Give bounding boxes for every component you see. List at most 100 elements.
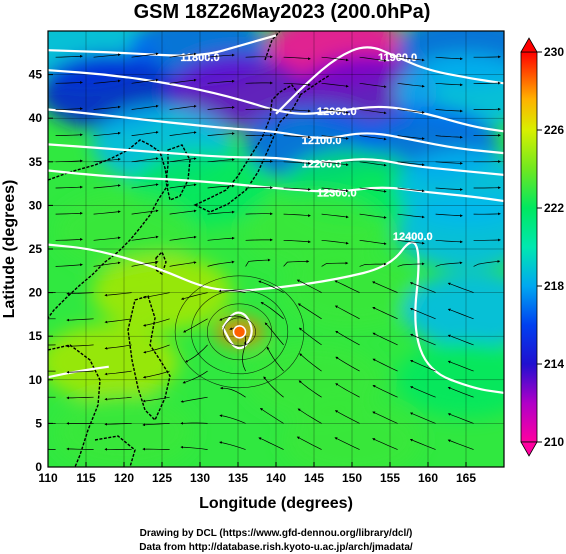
y-tick-label: 15 bbox=[29, 329, 43, 343]
wind-streamlines bbox=[48, 52, 501, 451]
contour-label: 12100.0 bbox=[302, 135, 342, 147]
streamline bbox=[218, 289, 246, 293]
streamline bbox=[296, 436, 322, 450]
cyclone-streamline bbox=[174, 275, 305, 389]
streamline bbox=[142, 292, 170, 299]
streamline bbox=[66, 370, 94, 374]
streamline bbox=[283, 109, 311, 113]
streamline bbox=[397, 213, 425, 219]
streamline bbox=[263, 376, 284, 398]
streamline bbox=[131, 78, 159, 84]
streamline bbox=[409, 412, 436, 424]
streamline bbox=[299, 353, 322, 372]
streamline bbox=[131, 130, 159, 136]
x-tick-label: 140 bbox=[266, 471, 286, 485]
streamline bbox=[93, 184, 121, 189]
streamline bbox=[372, 438, 398, 450]
streamline bbox=[207, 210, 235, 215]
contour-line bbox=[221, 311, 253, 350]
streamline bbox=[180, 292, 208, 301]
contour-label: 11800.0 bbox=[180, 52, 219, 64]
colorbar-max-triangle bbox=[520, 37, 538, 53]
streamline bbox=[207, 184, 235, 189]
streamline bbox=[435, 161, 463, 165]
x-tick-label: 120 bbox=[114, 471, 134, 485]
colorbar-tick-label: 218 bbox=[544, 279, 564, 293]
colorbar-ramp bbox=[520, 51, 538, 443]
streamline bbox=[207, 106, 235, 110]
y-tick-label: 20 bbox=[29, 286, 43, 300]
streamline bbox=[435, 261, 463, 267]
streamline bbox=[372, 358, 398, 372]
streamline bbox=[283, 135, 311, 139]
grid-lines bbox=[48, 31, 504, 467]
streamline bbox=[55, 133, 83, 137]
contour-line bbox=[48, 169, 504, 203]
streamline bbox=[397, 56, 425, 62]
streamline bbox=[297, 303, 322, 320]
streamline bbox=[321, 109, 349, 114]
temperature-field bbox=[48, 31, 504, 467]
streamline bbox=[359, 187, 387, 193]
x-axis-ticks: 110 115 120 125 130 135 140 145 150 155 160 165 bbox=[38, 462, 476, 485]
streamline bbox=[264, 322, 284, 346]
credit-data: Data from http://database.rish.kyoto-u.a… bbox=[139, 542, 413, 553]
colorbar-tick-label: 222 bbox=[544, 201, 564, 215]
x-tick-label: 155 bbox=[380, 471, 400, 485]
streamline bbox=[397, 239, 425, 245]
streamline bbox=[169, 157, 197, 163]
streamline bbox=[372, 385, 398, 398]
streamline bbox=[435, 213, 463, 218]
streamline bbox=[359, 109, 387, 115]
streamline bbox=[260, 302, 284, 320]
streamline bbox=[142, 447, 170, 451]
streamline bbox=[321, 187, 349, 193]
streamline bbox=[283, 260, 310, 267]
streamline bbox=[182, 370, 208, 384]
streamline bbox=[93, 157, 121, 163]
streamline bbox=[131, 157, 159, 163]
streamline bbox=[259, 408, 284, 424]
streamline bbox=[207, 236, 235, 241]
streamline bbox=[66, 447, 94, 451]
streamline bbox=[372, 411, 398, 424]
streamline bbox=[48, 448, 56, 450]
contour-line bbox=[275, 46, 504, 115]
cyclone-streamline bbox=[223, 317, 256, 347]
streamline bbox=[66, 396, 94, 400]
x-tick-label: 160 bbox=[418, 471, 438, 485]
streamline bbox=[104, 396, 132, 401]
streamline bbox=[409, 282, 436, 293]
streamline bbox=[359, 213, 387, 219]
streamline bbox=[435, 239, 463, 244]
streamline bbox=[335, 383, 360, 398]
streamline bbox=[66, 344, 94, 348]
y-tick-label: 10 bbox=[29, 373, 43, 387]
contour-line bbox=[48, 34, 277, 57]
streamline bbox=[131, 52, 159, 58]
contour-label: 12000.0 bbox=[317, 106, 357, 118]
streamline bbox=[409, 307, 436, 320]
streamline bbox=[104, 292, 132, 297]
contour-line bbox=[48, 241, 504, 394]
streamline bbox=[258, 280, 284, 293]
cyclone-streamline bbox=[207, 303, 273, 361]
x-tick-label: 130 bbox=[190, 471, 210, 485]
streamline bbox=[185, 344, 208, 363]
y-tick-label: 0 bbox=[35, 460, 42, 474]
streamline bbox=[283, 56, 311, 60]
streamline bbox=[207, 53, 235, 58]
streamline bbox=[359, 239, 387, 246]
streamline bbox=[359, 56, 387, 62]
streamline bbox=[321, 135, 349, 140]
streamline bbox=[397, 82, 425, 88]
streamline bbox=[143, 318, 170, 327]
colorbar-ticks: 210 214 218 222 226 230 bbox=[537, 45, 564, 449]
streamline bbox=[372, 332, 398, 346]
streamline bbox=[55, 211, 83, 215]
contour-line bbox=[48, 365, 109, 379]
streamline bbox=[245, 258, 271, 267]
streamline bbox=[372, 281, 398, 293]
streamline bbox=[435, 187, 463, 191]
streamline bbox=[93, 53, 121, 58]
